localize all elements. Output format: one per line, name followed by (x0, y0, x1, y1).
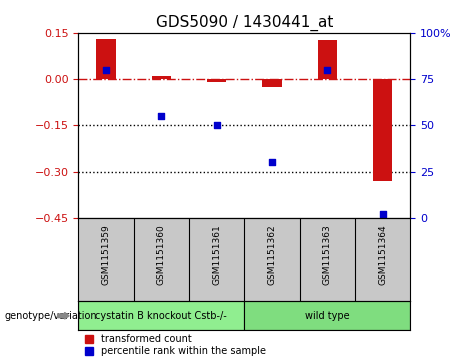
Bar (207, 79, 226, 82)
Text: GSM1151359: GSM1151359 (101, 224, 111, 285)
Text: GSM1151360: GSM1151360 (157, 224, 166, 285)
Text: genotype/variation: genotype/variation (5, 311, 97, 321)
Bar (262, 79, 282, 87)
Legend: transformed count, percentile rank within the sample: transformed count, percentile rank withi… (83, 332, 268, 358)
Bar (318, 40, 337, 79)
Point (158, 113, 165, 119)
Bar (152, 76, 171, 79)
Text: GSM1151364: GSM1151364 (378, 224, 387, 285)
Text: GSM1151362: GSM1151362 (267, 224, 277, 285)
Point (379, 211, 386, 217)
Point (268, 159, 276, 165)
Point (324, 67, 331, 73)
Bar (373, 79, 392, 181)
Text: wild type: wild type (305, 311, 349, 321)
Text: cystatin B knockout Cstb-/-: cystatin B knockout Cstb-/- (95, 311, 227, 321)
Title: GDS5090 / 1430441_at: GDS5090 / 1430441_at (156, 15, 333, 31)
Bar (96, 39, 116, 79)
Point (102, 67, 110, 73)
Text: GSM1151361: GSM1151361 (212, 224, 221, 285)
Point (213, 122, 220, 128)
Bar (244, 301, 410, 330)
Bar (78, 301, 244, 330)
Text: GSM1151363: GSM1151363 (323, 224, 332, 285)
